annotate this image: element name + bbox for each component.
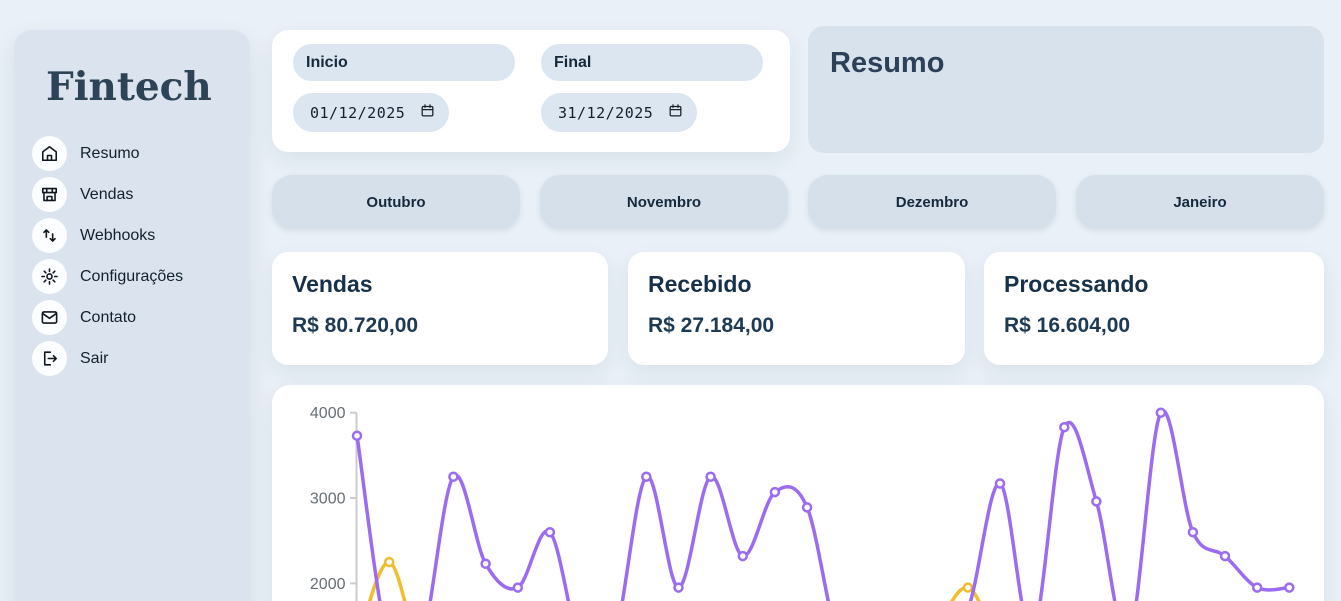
chart-point-yellow-series (383, 556, 395, 568)
sidebar-nav: Resumo Vendas Webhooks Configurações Con (32, 136, 240, 382)
chart-point-purple-series (1091, 496, 1102, 507)
home-icon (32, 136, 67, 171)
stat-card-processando: Processando R$ 16.604,00 (984, 252, 1324, 365)
chart-point-purple-series (769, 486, 781, 498)
chart-point-purple-series (641, 471, 652, 482)
date-filter-card: Inicio 01/12/2025 Final 31/12/2025 (272, 30, 790, 152)
chart-point-purple-series (1219, 550, 1231, 562)
page-title: Resumo (830, 47, 945, 79)
start-date-group: Inicio 01/12/2025 (293, 44, 515, 132)
calendar-icon[interactable] (420, 103, 435, 123)
sidebar-item-label: Contato (80, 308, 137, 326)
arrows-up-down-icon (32, 218, 67, 253)
chart-point-purple-series (1059, 421, 1070, 433)
stat-card-recebido: Recebido R$ 27.184,00 (628, 252, 965, 365)
page-title-card: Resumo (808, 26, 1324, 153)
stat-title: Recebido (648, 271, 752, 297)
chart-point-purple-series (544, 526, 556, 538)
sidebar: Fintech Resumo Vendas Webhooks Configura… (14, 30, 250, 601)
chart-point-purple-series (801, 502, 813, 513)
sales-line-chart: 2000 3000 4000 (310, 405, 1295, 601)
sidebar-item-label: Configurações (80, 267, 184, 285)
end-date-value: 31/12/2025 (558, 103, 654, 122)
start-date-input[interactable]: 01/12/2025 (293, 93, 449, 132)
y-axis-tick-label: 3000 (310, 491, 346, 508)
chart-point-purple-series (1187, 526, 1199, 538)
chart-point-purple-series (1284, 582, 1295, 593)
calendar-icon[interactable] (668, 103, 683, 123)
stat-card-vendas: Vendas R$ 80.720,00 (272, 252, 608, 365)
start-date-value: 01/12/2025 (310, 103, 406, 122)
stat-title: Processando (1004, 271, 1149, 297)
mail-icon (32, 300, 67, 335)
stat-value: R$ 27.184,00 (648, 314, 775, 337)
sidebar-item-label: Vendas (80, 185, 134, 203)
sidebar-item-vendas[interactable]: Vendas (32, 177, 240, 212)
chart-point-purple-series (673, 582, 684, 593)
chart-point-purple-series (1251, 582, 1263, 593)
month-button-dezembro[interactable]: Dezembro (808, 175, 1056, 229)
logout-icon (32, 341, 67, 376)
sidebar-item-label: Webhooks (80, 226, 156, 244)
stat-value: R$ 80.720,00 (292, 314, 419, 337)
y-axis-tick-label: 2000 (310, 576, 346, 593)
chart-card: 2000 3000 4000 (272, 385, 1324, 601)
stat-title: Vendas (292, 271, 373, 297)
chart-point-purple-series (1155, 407, 1167, 418)
y-axis-tick-label: 4000 (310, 405, 346, 422)
sidebar-item-sair[interactable]: Sair (32, 341, 240, 376)
chart-point-purple-series (448, 471, 459, 482)
month-button-novembro[interactable]: Novembro (540, 175, 788, 229)
sidebar-item-label: Sair (80, 349, 109, 367)
sidebar-item-resumo[interactable]: Resumo (32, 136, 240, 171)
chart-point-purple-series (705, 471, 716, 482)
chart-point-purple-series (994, 478, 1006, 489)
chart-line-purple-series (355, 409, 1292, 601)
chart-point-purple-series (512, 582, 524, 593)
chart-point-yellow-series (962, 582, 974, 593)
end-date-input[interactable]: 31/12/2025 (541, 93, 697, 132)
sidebar-item-contato[interactable]: Contato (32, 300, 240, 335)
store-icon (32, 177, 67, 212)
sidebar-item-label: Resumo (80, 144, 140, 162)
chart-point-purple-series (351, 430, 363, 441)
month-button-outubro[interactable]: Outubro (272, 175, 520, 229)
chart-point-purple-series (480, 558, 491, 569)
month-button-janeiro[interactable]: Janeiro (1076, 175, 1324, 229)
gear-icon (32, 259, 67, 294)
start-date-label: Inicio (293, 44, 515, 81)
brand-logo: Fintech (46, 64, 212, 110)
sidebar-item-webhooks[interactable]: Webhooks (32, 218, 240, 253)
stat-value: R$ 16.604,00 (1004, 314, 1131, 337)
end-date-label: Final (541, 44, 763, 81)
sidebar-item-configuracoes[interactable]: Configurações (32, 259, 240, 294)
end-date-group: Final 31/12/2025 (541, 44, 763, 132)
chart-point-purple-series (737, 550, 749, 562)
